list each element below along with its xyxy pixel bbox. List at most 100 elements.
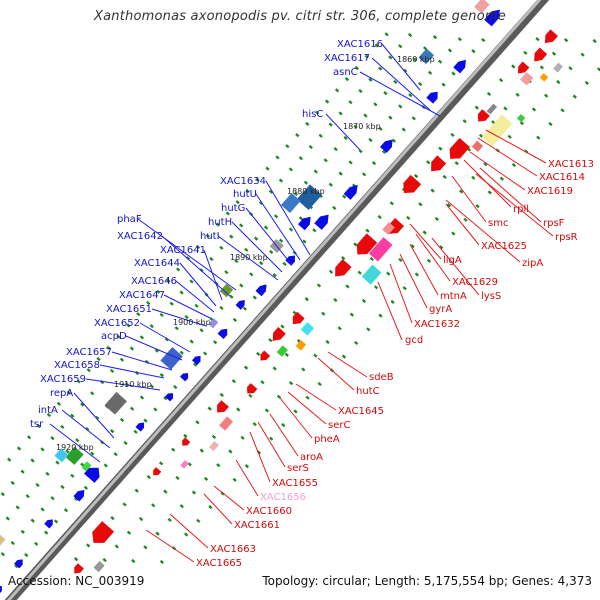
tick-mark <box>343 135 348 141</box>
tick-mark <box>229 234 234 239</box>
feature-block <box>209 441 219 452</box>
gene-label: tsr <box>30 419 44 430</box>
tick-mark <box>471 49 476 54</box>
tick-mark <box>131 558 136 564</box>
tick-mark <box>240 435 245 440</box>
genome-summary: Topology: circular; Length: 5,175,554 bp… <box>262 574 592 588</box>
tick-mark <box>268 338 273 343</box>
tick-mark <box>123 440 128 446</box>
tick-mark <box>328 122 333 127</box>
tick-mark <box>179 290 184 295</box>
tick-mark <box>398 257 403 263</box>
tick-mark <box>474 105 479 110</box>
tick-mark <box>284 352 289 357</box>
tick-mark <box>224 270 229 275</box>
scale-label: 1910 kbp <box>114 380 152 389</box>
tick-mark <box>475 204 480 209</box>
tick-mark <box>231 379 237 384</box>
tick-mark <box>551 51 557 56</box>
reverse-gene-arrow <box>247 383 258 394</box>
label-connector <box>99 364 165 379</box>
tick-mark <box>70 413 75 418</box>
tick-mark <box>487 190 492 195</box>
tick-mark <box>86 543 91 548</box>
label-connector <box>49 423 101 463</box>
tick-mark <box>427 70 433 75</box>
tick-mark <box>430 188 435 193</box>
tick-mark <box>285 144 290 149</box>
tick-mark <box>426 160 431 165</box>
tick-mark <box>183 433 188 439</box>
tick-mark <box>194 303 199 308</box>
tick-mark <box>361 172 367 177</box>
tick-mark <box>90 391 95 396</box>
label-connector <box>479 167 542 223</box>
gene-label: XAC1651 <box>106 304 152 315</box>
feature-block <box>539 73 549 82</box>
tick-mark <box>179 350 184 355</box>
tick-mark <box>184 314 189 320</box>
reverse-gene-arrow <box>335 259 352 277</box>
scale-label: 1890 kbp <box>230 253 268 262</box>
feature-block <box>65 446 84 465</box>
tick-mark <box>451 71 456 76</box>
tick-mark <box>432 35 438 40</box>
tick-mark <box>371 161 377 166</box>
gene-label: XAC1647 <box>119 290 165 301</box>
label-connector <box>137 218 237 291</box>
label-connector <box>295 383 337 411</box>
tick-mark <box>260 380 265 385</box>
tick-mark <box>317 381 322 387</box>
tick-mark <box>363 113 368 118</box>
tick-mark <box>278 238 284 243</box>
reverse-gene-arrow <box>518 61 530 74</box>
gene-label: sdeB <box>369 372 394 383</box>
gene-label: XAC1613 <box>548 159 594 170</box>
tick-mark <box>249 272 254 277</box>
forward-gene-arrow <box>191 355 201 365</box>
tick-mark <box>187 462 192 467</box>
tick-mark <box>110 516 115 521</box>
gene-label: XAC1625 <box>481 241 527 252</box>
tick-mark <box>358 88 363 94</box>
tick-mark <box>486 91 492 97</box>
forward-gene-arrow <box>44 519 53 529</box>
label-connector <box>249 431 271 483</box>
label-connector <box>485 129 547 164</box>
tick-mark <box>596 67 600 72</box>
label-connector <box>317 357 355 391</box>
tick-mark <box>10 540 15 546</box>
tick-mark <box>134 488 139 493</box>
reverse-gene-arrow <box>534 47 548 62</box>
tick-mark <box>341 256 346 261</box>
tick-mark <box>136 312 141 317</box>
tick-mark <box>225 211 230 216</box>
reverse-gene-arrow <box>217 400 229 413</box>
tick-mark <box>171 447 176 452</box>
tick-mark <box>315 110 320 115</box>
tick-mark <box>119 357 125 362</box>
tick-mark <box>159 312 164 318</box>
gene-label: XAC1658 <box>54 360 100 371</box>
tick-mark <box>459 189 464 194</box>
tick-mark <box>265 166 270 171</box>
tick-mark <box>83 485 89 490</box>
feature-block <box>104 391 127 415</box>
tick-mark <box>56 401 62 406</box>
tick-mark <box>86 368 91 373</box>
tick-mark <box>303 180 309 185</box>
tick-mark <box>313 353 318 358</box>
tick-mark <box>195 244 201 250</box>
tick-mark <box>511 64 516 69</box>
feature-block <box>481 114 513 147</box>
tick-mark <box>378 313 383 318</box>
label-connector <box>255 193 301 261</box>
gene-label: hutG <box>221 203 245 214</box>
tick-mark <box>139 335 145 340</box>
forward-gene-arrow <box>453 59 466 74</box>
label-connector <box>445 203 480 246</box>
tick-mark <box>30 458 35 463</box>
tick-mark <box>95 415 100 420</box>
tick-mark <box>232 317 238 323</box>
label-connector <box>451 175 487 223</box>
